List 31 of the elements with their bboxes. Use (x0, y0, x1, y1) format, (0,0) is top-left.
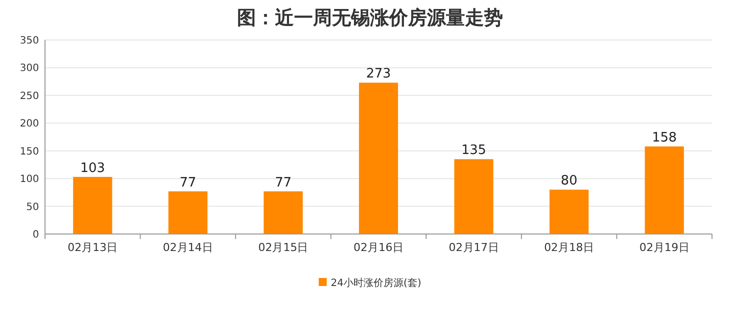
data-label: 77 (274, 175, 292, 190)
chart-title: 图：近一周无锡涨价房源量走势 (237, 7, 503, 29)
x-tick-label: 02月17日 (448, 241, 499, 254)
bar (454, 159, 494, 234)
data-label: 273 (366, 66, 391, 82)
y-tick-label: 350 (20, 36, 39, 46)
y-tick-label: 100 (20, 174, 39, 186)
bar (264, 191, 303, 234)
bar (168, 191, 208, 234)
y-tick-label: 50 (26, 202, 39, 213)
x-tick-label: 02月14日 (162, 241, 213, 254)
data-label: 158 (652, 130, 677, 146)
bar (550, 190, 589, 234)
x-tick-label: 02月19日 (639, 241, 690, 254)
x-tick-label: 02月18日 (544, 241, 594, 254)
y-tick-label: 0 (32, 230, 39, 240)
data-label: 77 (180, 175, 196, 190)
y-tick-label: 150 (20, 146, 39, 158)
x-tick-label: 02月13日 (68, 241, 118, 254)
y-tick-label: 300 (20, 63, 39, 74)
y-tick-label: 250 (20, 90, 39, 102)
bar (644, 146, 684, 234)
data-label: 103 (80, 160, 106, 176)
x-tick-label: 02月15日 (258, 241, 308, 254)
y-tick-label: 200 (20, 118, 39, 130)
bar (358, 82, 398, 234)
data-label: 80 (560, 174, 578, 189)
x-tick-label: 02月16日 (354, 241, 404, 254)
bar (73, 176, 112, 234)
data-label: 135 (461, 143, 486, 158)
legend-label: 24小时涨价房源(套) (330, 277, 422, 289)
